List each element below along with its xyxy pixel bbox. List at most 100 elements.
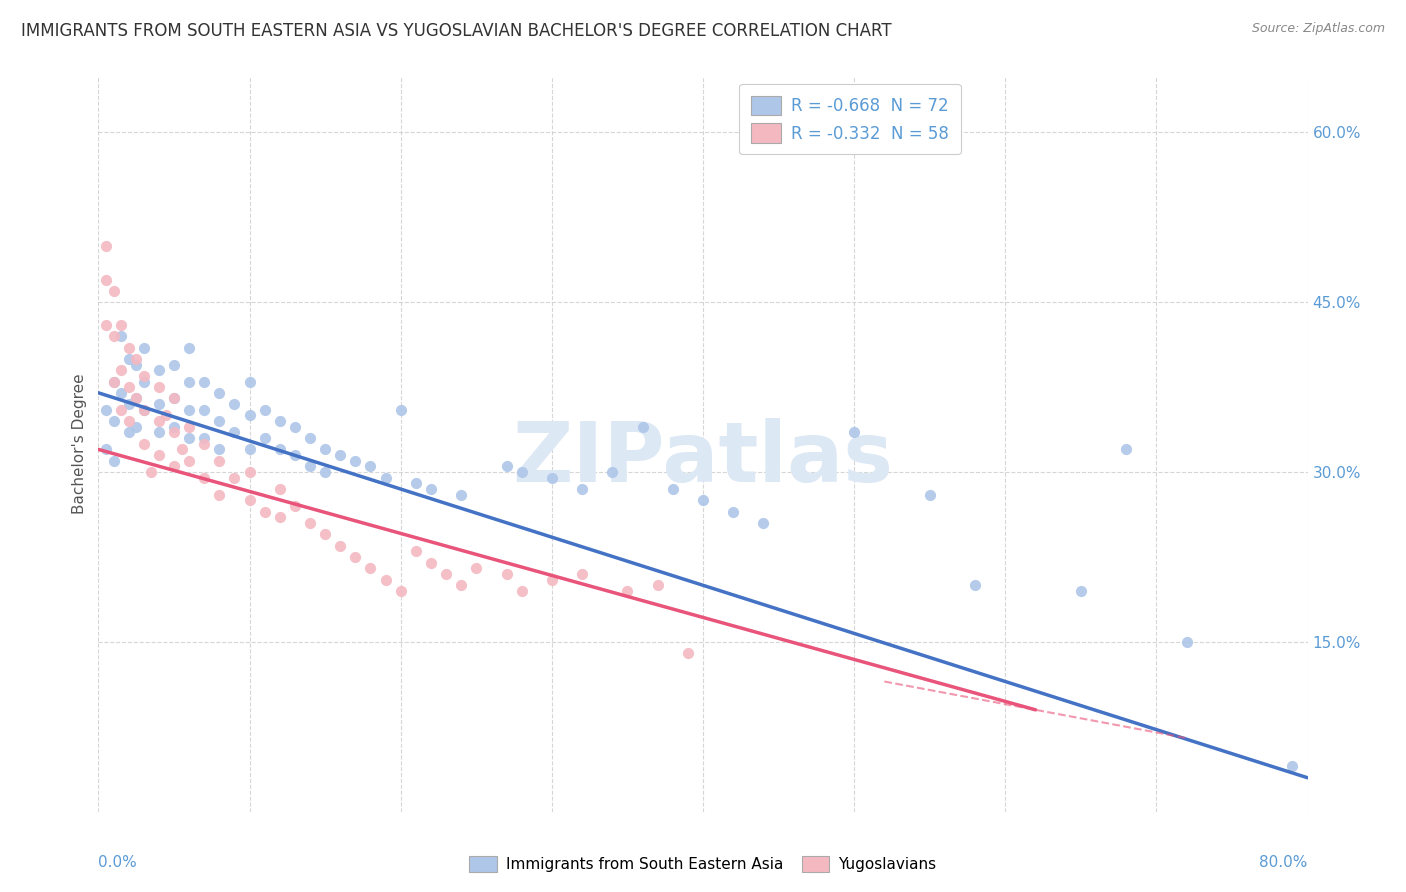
Point — [344, 454, 367, 468]
Point — [420, 556, 443, 570]
Point — [163, 425, 186, 440]
Point — [692, 493, 714, 508]
Point — [329, 448, 352, 462]
Point — [374, 573, 396, 587]
Point — [329, 539, 352, 553]
Point — [208, 454, 231, 468]
Point — [284, 499, 307, 513]
Point — [132, 341, 155, 355]
Point — [253, 431, 276, 445]
Point — [224, 471, 246, 485]
Point — [224, 397, 246, 411]
Point — [193, 375, 215, 389]
Point — [602, 465, 624, 479]
Point — [103, 414, 125, 428]
Point — [118, 397, 141, 411]
Point — [110, 385, 132, 400]
Point — [110, 363, 132, 377]
Point — [314, 465, 336, 479]
Point — [844, 425, 866, 440]
Point — [118, 414, 141, 428]
Point — [208, 385, 231, 400]
Point — [179, 419, 201, 434]
Point — [495, 459, 517, 474]
Point — [103, 375, 125, 389]
Point — [1175, 635, 1198, 649]
Point — [163, 459, 186, 474]
Point — [132, 375, 155, 389]
Point — [148, 425, 170, 440]
Point — [118, 341, 141, 355]
Point — [179, 431, 201, 445]
Point — [299, 459, 322, 474]
Point — [118, 380, 141, 394]
Point — [179, 402, 201, 417]
Point — [360, 459, 382, 474]
Point — [616, 584, 638, 599]
Text: 0.0%: 0.0% — [98, 855, 138, 870]
Point — [125, 358, 148, 372]
Point — [284, 419, 307, 434]
Point — [208, 488, 231, 502]
Legend: Immigrants from South Eastern Asia, Yugoslavians: Immigrants from South Eastern Asia, Yugo… — [461, 848, 945, 880]
Point — [208, 442, 231, 457]
Point — [1281, 759, 1303, 773]
Point — [723, 505, 745, 519]
Text: IMMIGRANTS FROM SOUTH EASTERN ASIA VS YUGOSLAVIAN BACHELOR'S DEGREE CORRELATION : IMMIGRANTS FROM SOUTH EASTERN ASIA VS YU… — [21, 22, 891, 40]
Point — [208, 414, 231, 428]
Point — [389, 584, 412, 599]
Point — [125, 419, 148, 434]
Point — [314, 442, 336, 457]
Point — [132, 402, 155, 417]
Point — [132, 402, 155, 417]
Point — [118, 351, 141, 366]
Point — [239, 493, 262, 508]
Point — [510, 584, 533, 599]
Point — [676, 646, 699, 660]
Text: Source: ZipAtlas.com: Source: ZipAtlas.com — [1251, 22, 1385, 36]
Point — [420, 482, 443, 496]
Point — [239, 409, 262, 423]
Point — [405, 544, 427, 558]
Point — [141, 465, 163, 479]
Point — [253, 402, 276, 417]
Point — [103, 284, 125, 298]
Point — [163, 392, 186, 406]
Point — [148, 448, 170, 462]
Point — [94, 318, 117, 332]
Point — [94, 272, 117, 286]
Point — [495, 566, 517, 581]
Point — [110, 329, 132, 343]
Point — [118, 425, 141, 440]
Point — [661, 482, 683, 496]
Point — [647, 578, 669, 592]
Point — [752, 516, 775, 530]
Point — [239, 375, 262, 389]
Point — [284, 448, 307, 462]
Point — [179, 375, 201, 389]
Point — [125, 392, 148, 406]
Point — [269, 510, 291, 524]
Point — [163, 419, 186, 434]
Point — [103, 454, 125, 468]
Point — [918, 488, 941, 502]
Point — [103, 329, 125, 343]
Point — [374, 471, 396, 485]
Legend: R = -0.668  N = 72, R = -0.332  N = 58: R = -0.668 N = 72, R = -0.332 N = 58 — [740, 84, 960, 154]
Point — [148, 397, 170, 411]
Point — [170, 442, 193, 457]
Point — [1115, 442, 1137, 457]
Point — [94, 402, 117, 417]
Point — [193, 402, 215, 417]
Point — [163, 392, 186, 406]
Point — [465, 561, 488, 575]
Point — [193, 431, 215, 445]
Point — [965, 578, 987, 592]
Text: ZIPatlas: ZIPatlas — [513, 418, 893, 499]
Point — [571, 566, 593, 581]
Point — [360, 561, 382, 575]
Point — [344, 549, 367, 564]
Point — [193, 471, 215, 485]
Point — [103, 375, 125, 389]
Point — [224, 425, 246, 440]
